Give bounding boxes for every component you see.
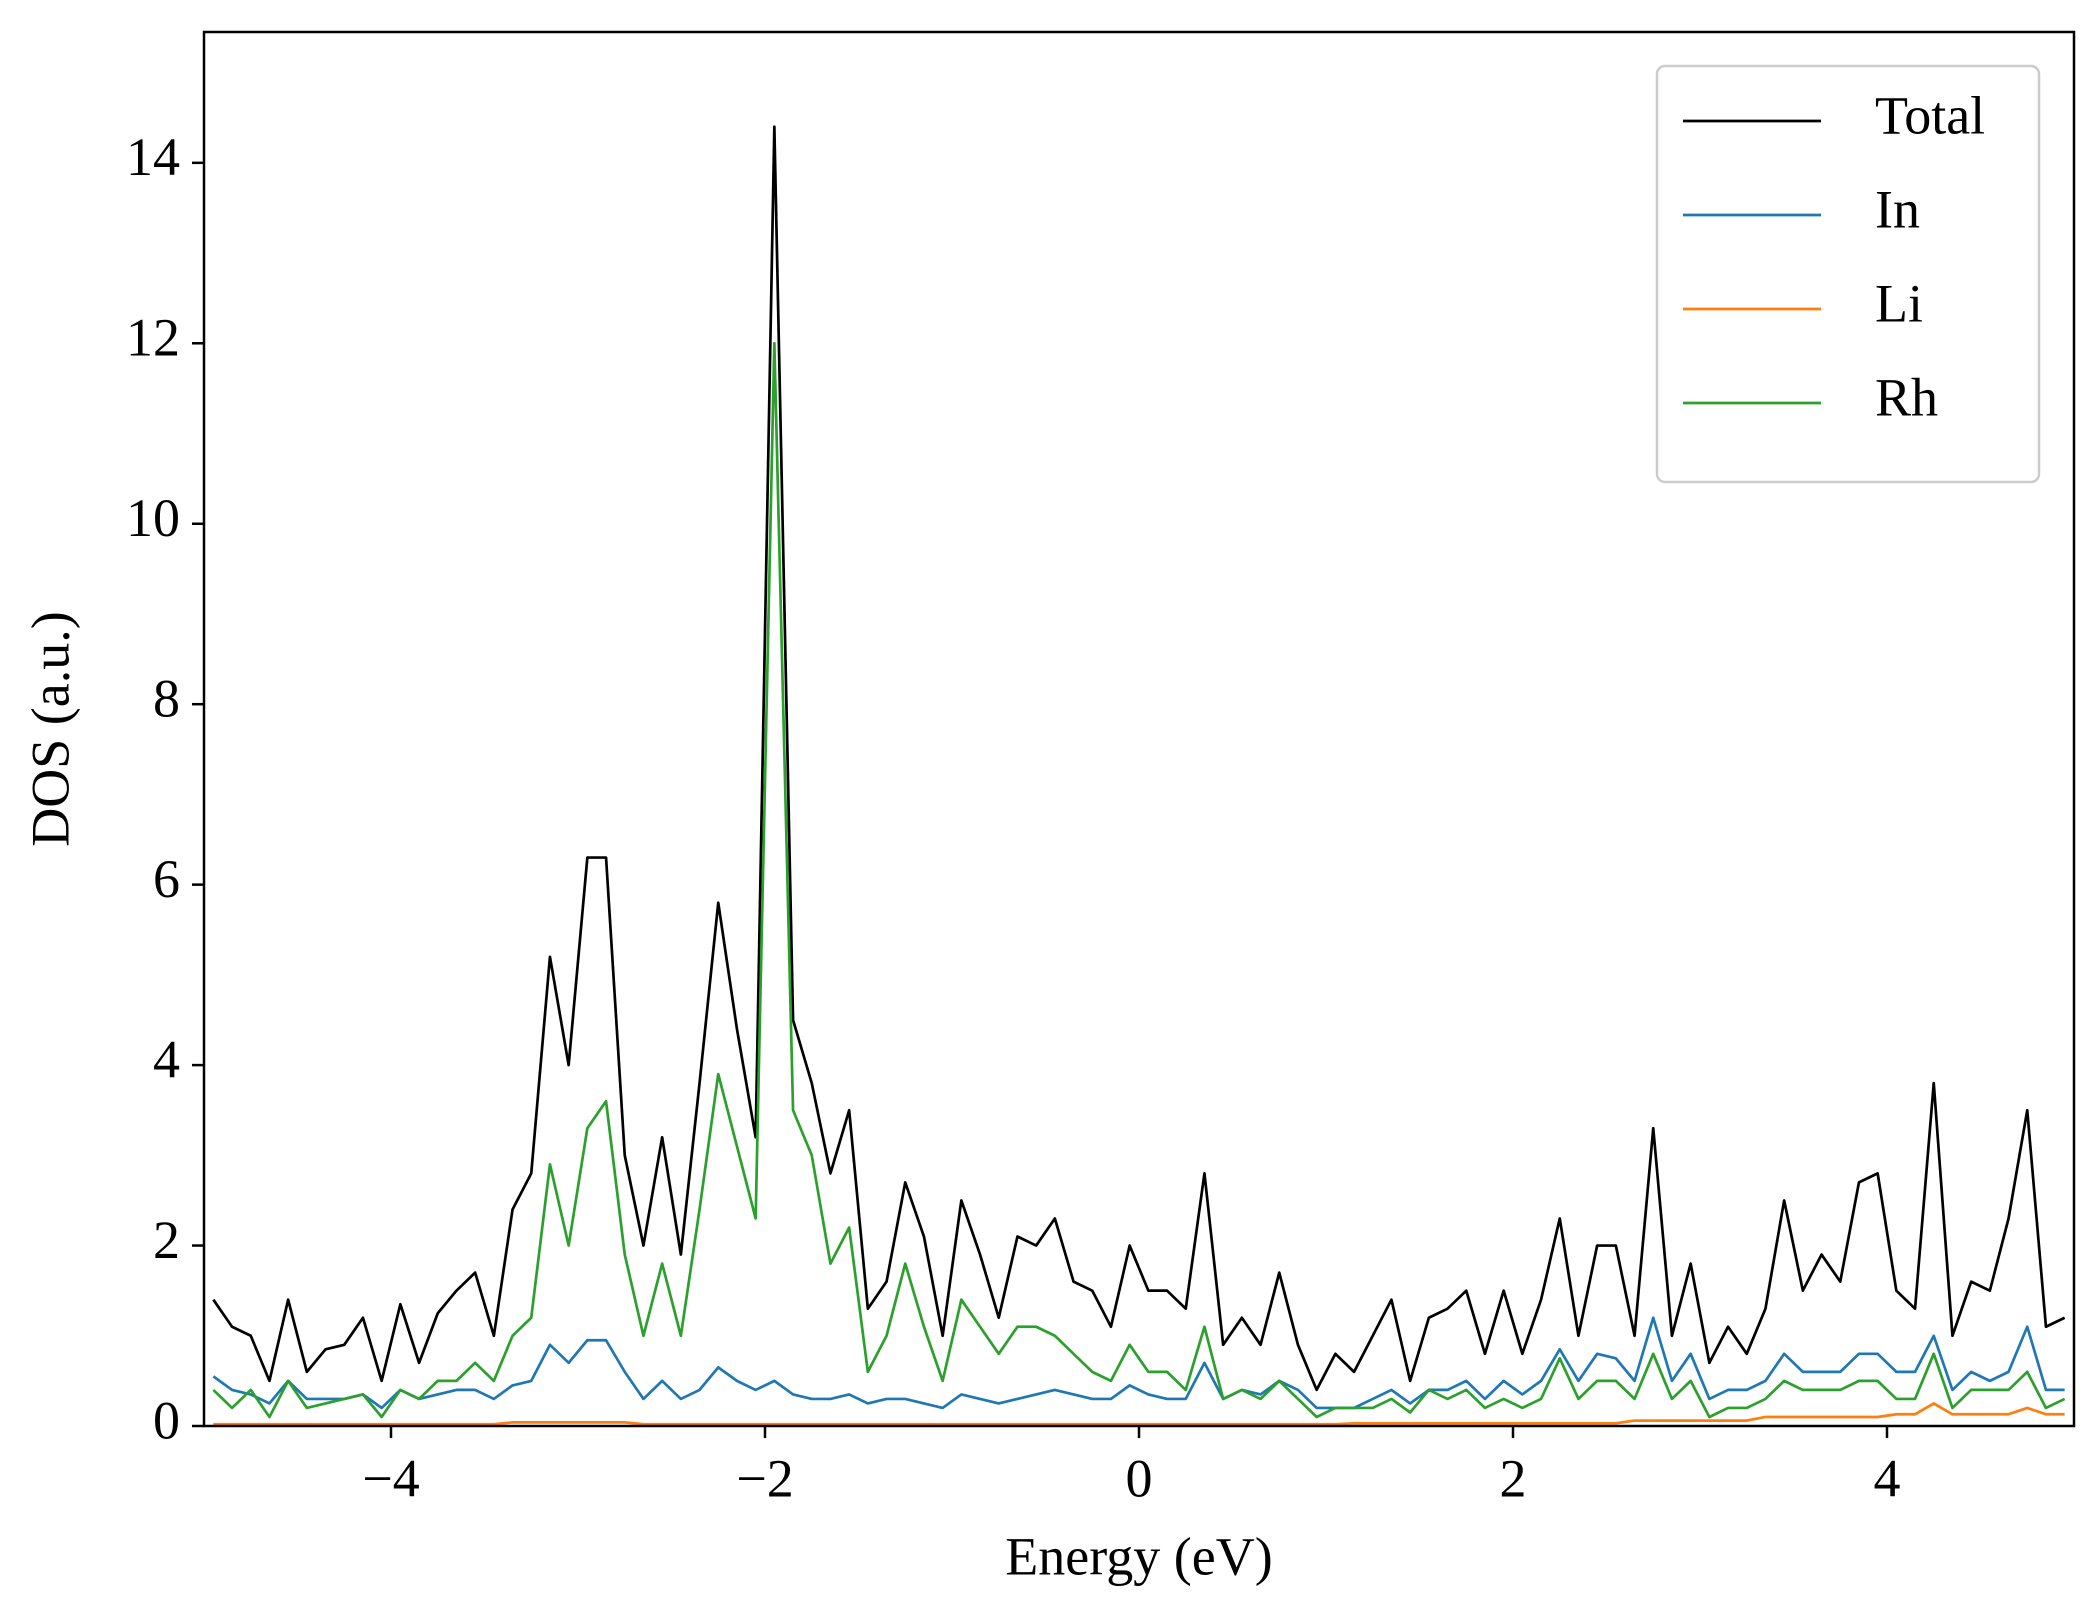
series-line <box>212 1316 2065 1410</box>
y-tick-label: 2 <box>153 1210 180 1270</box>
x-tick-label: 2 <box>1500 1448 1527 1508</box>
x-tick-label: −4 <box>362 1448 419 1508</box>
y-tick-label: 12 <box>126 308 180 368</box>
series-line <box>212 125 2066 1392</box>
legend-label: Li <box>1875 273 1923 333</box>
series-line <box>213 1402 2065 1426</box>
x-tick-label: 4 <box>1874 1448 1901 1508</box>
legend-label: Rh <box>1875 367 1938 427</box>
y-tick-label: 4 <box>153 1029 180 1089</box>
series-line <box>212 341 2066 1419</box>
legend-box <box>1655 64 2041 484</box>
legend-label: Total <box>1875 85 1985 145</box>
y-tick-label: 0 <box>153 1390 180 1450</box>
y-axis-label: DOS (a.u.) <box>20 611 80 846</box>
legend-label: In <box>1875 179 1920 239</box>
plot-lines <box>212 125 2066 1426</box>
y-tick-label: 10 <box>126 488 180 548</box>
y-tick-label: 6 <box>153 849 180 909</box>
x-axis-label: Energy (eV) <box>1005 1526 1272 1586</box>
y-tick-label: 8 <box>153 669 180 729</box>
x-tick-label: −2 <box>736 1448 793 1508</box>
y-tick-label: 14 <box>126 127 180 187</box>
x-tick-label: 0 <box>1126 1448 1153 1508</box>
